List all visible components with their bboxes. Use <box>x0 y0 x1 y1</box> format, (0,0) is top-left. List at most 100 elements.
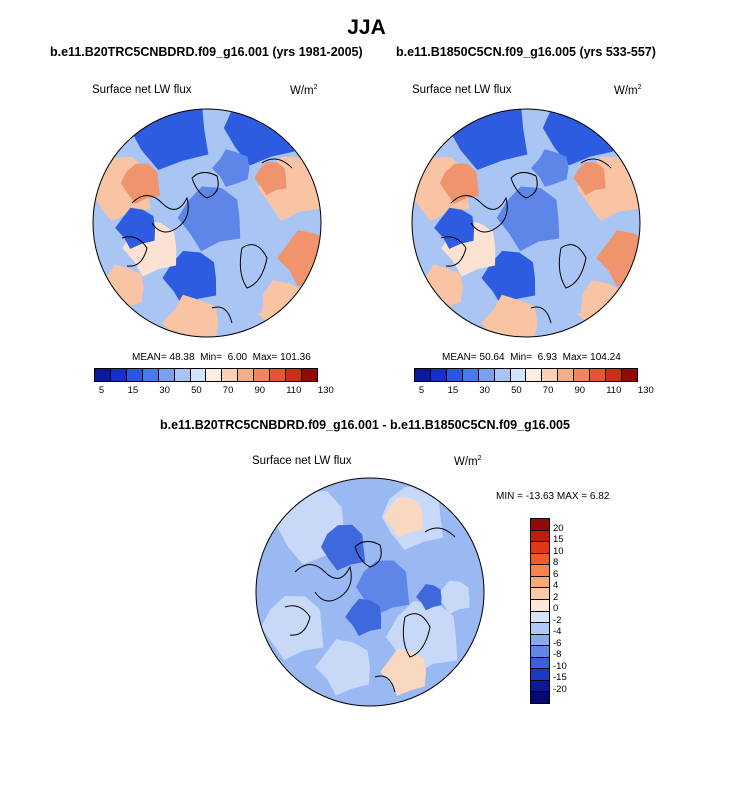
coastline <box>530 306 552 324</box>
panel-2-title: b.e11.B1850C5CN.f09_g16.005 (yrs 533-557… <box>396 45 656 59</box>
colorbar-tick-label: -6 <box>553 637 562 649</box>
colorbar-tick-label: -8 <box>553 649 562 660</box>
panel-2-colorbar <box>414 368 638 382</box>
map-contour-patch <box>437 580 470 615</box>
coastline <box>239 244 268 289</box>
map-boundary <box>92 108 322 338</box>
colorbar-tick-label: -15 <box>553 672 567 683</box>
colorbar-tick-label: 15 <box>127 385 139 396</box>
colorbar-swatch <box>531 692 549 703</box>
panel-1-units: W/m2 <box>290 84 318 97</box>
colorbar-swatch <box>190 369 207 381</box>
diff-panel-variable: Surface net LW flux <box>252 455 352 467</box>
colorbar-tick-label: 110 <box>606 385 622 396</box>
diff-panel-polar-map <box>255 477 485 707</box>
coastline <box>510 172 538 199</box>
colorbar-swatch <box>238 369 255 381</box>
colorbar-swatch <box>621 369 637 381</box>
figure-title: JJA <box>347 16 386 39</box>
map-contour-patch <box>496 186 560 252</box>
colorbar-swatch <box>606 369 622 381</box>
colorbar-tick-label: 70 <box>222 385 234 396</box>
diff-panel-stats: MIN = -13.63 MAX = 6.82 <box>496 491 610 502</box>
colorbar-swatch <box>286 369 302 381</box>
colorbar-swatch <box>558 369 575 381</box>
coastline <box>121 236 148 267</box>
colorbar-tick-label: 130 <box>637 385 654 396</box>
map-contour-patch <box>434 207 475 249</box>
colorbar-swatch <box>590 369 607 381</box>
colorbar-tick-label: 4 <box>553 580 559 591</box>
colorbar-swatch <box>510 369 527 381</box>
coastline <box>374 675 396 693</box>
colorbar-tick-label: 90 <box>254 385 266 396</box>
coastline <box>294 564 352 602</box>
map-contour-patch <box>212 149 250 187</box>
colorbar-tick-label: 50 <box>191 385 202 396</box>
coastline <box>284 605 311 636</box>
colorbar-swatch <box>531 588 549 600</box>
map-contour-patch <box>345 598 382 637</box>
map-contour-patch <box>260 596 324 661</box>
map-contour-patch <box>120 163 160 204</box>
colorbar-swatch <box>222 369 239 381</box>
colorbar-tick-label: 5 <box>98 385 105 396</box>
map-contour-patch <box>320 524 366 571</box>
colorbar-swatch <box>531 669 549 681</box>
panel-2-variable: Surface net LW flux <box>412 84 512 96</box>
colorbar-swatch <box>531 634 549 647</box>
coastline <box>211 306 233 324</box>
colorbar-swatch <box>174 369 191 381</box>
colorbar-swatch <box>415 369 431 381</box>
map-contour-patch <box>162 294 219 337</box>
colorbar-swatch <box>478 369 495 381</box>
colorbar-swatch <box>531 646 549 658</box>
map-contour-patch <box>115 207 156 249</box>
coastline <box>402 613 431 658</box>
colorbar-swatch <box>531 623 549 635</box>
map-contour-patch <box>531 149 569 187</box>
map-contour-patch <box>254 161 287 196</box>
map-contour-patch <box>481 294 538 337</box>
colorbar-tick-label: 5 <box>418 385 425 396</box>
colorbar-tick-label: 50 <box>511 385 522 396</box>
colorbar-swatch <box>531 576 549 589</box>
map-contour-patch <box>536 274 583 322</box>
coastline <box>558 244 587 289</box>
map-contour-patch <box>315 639 370 696</box>
colorbar-tick-label: 130 <box>317 385 334 396</box>
colorbar-tick-label: 2 <box>553 591 559 603</box>
colorbar-swatch <box>526 369 543 381</box>
colorbar-swatch <box>531 657 549 670</box>
colorbar-swatch <box>574 369 591 381</box>
colorbar-swatch <box>446 369 463 381</box>
colorbar-tick-label: 30 <box>159 385 170 396</box>
map-contour-patch <box>177 186 241 252</box>
colorbar-swatch <box>142 369 159 381</box>
map-contour-patch <box>416 584 442 611</box>
map-contour-patch <box>129 109 209 171</box>
colorbar-swatch <box>531 565 549 577</box>
map-contour-patch <box>383 497 423 538</box>
colorbar-swatch <box>126 369 143 381</box>
coastline <box>131 195 189 233</box>
colorbar-tick-label: -10 <box>553 660 567 672</box>
colorbar-tick-label: -2 <box>553 614 562 626</box>
colorbar-swatch <box>531 542 549 554</box>
colorbar-tick-label: 0 <box>553 603 559 614</box>
colorbar-swatch <box>430 369 447 381</box>
coastline <box>450 195 508 233</box>
colorbar-swatch <box>301 369 317 381</box>
colorbar-swatch <box>531 519 549 531</box>
colorbar-swatch <box>462 369 479 381</box>
colorbar-swatch <box>110 369 127 381</box>
map-contour-patch <box>448 109 528 171</box>
map-boundary <box>411 108 641 338</box>
coastline <box>580 158 612 169</box>
colorbar-swatch <box>531 680 549 693</box>
colorbar-tick-label: 90 <box>574 385 586 396</box>
colorbar-tick-label: 30 <box>479 385 490 396</box>
colorbar-swatch <box>270 369 287 381</box>
colorbar-tick-label: 20 <box>553 522 564 534</box>
colorbar-tick-label: 10 <box>553 545 564 557</box>
